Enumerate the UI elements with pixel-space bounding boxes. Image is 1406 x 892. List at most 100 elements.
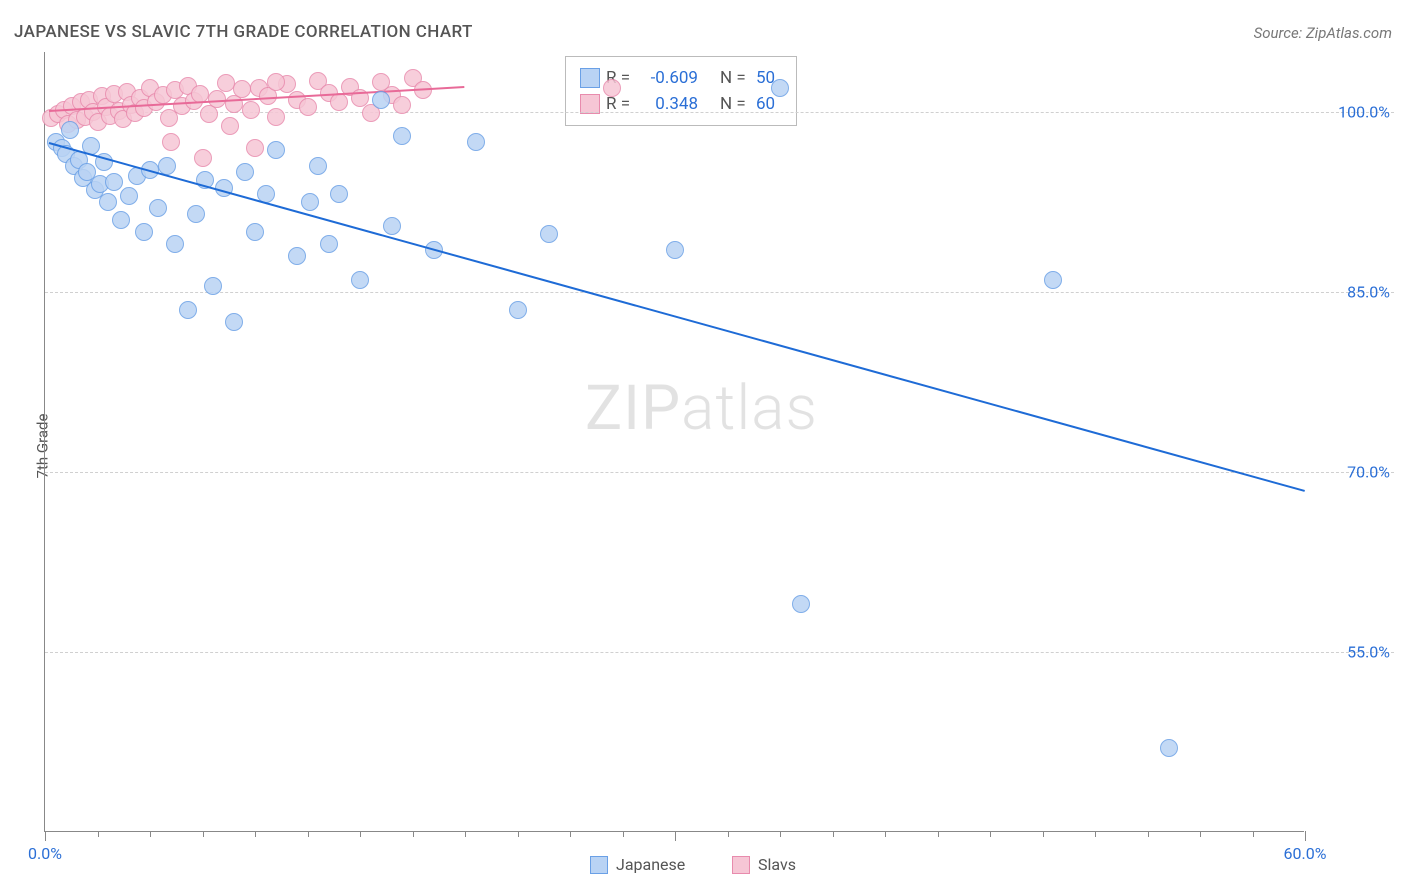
data-point-japanese bbox=[105, 173, 123, 191]
data-point-japanese bbox=[236, 163, 254, 181]
data-point-slavs bbox=[200, 105, 218, 123]
data-point-japanese bbox=[320, 235, 338, 253]
data-point-japanese bbox=[135, 223, 153, 241]
data-point-slavs bbox=[330, 93, 348, 111]
r-value-slavs: 0.348 bbox=[642, 94, 698, 114]
x-tick-label: 60.0% bbox=[1284, 844, 1327, 863]
data-point-japanese bbox=[1044, 271, 1062, 289]
x-tick bbox=[728, 831, 729, 837]
source-label: Source: ZipAtlas.com bbox=[1254, 24, 1392, 42]
bottom-legend-slavs: Slavs bbox=[732, 855, 796, 874]
data-point-slavs bbox=[267, 108, 285, 126]
data-point-japanese bbox=[330, 185, 348, 203]
data-point-japanese bbox=[301, 193, 319, 211]
x-tick bbox=[360, 831, 361, 837]
data-point-slavs bbox=[267, 73, 285, 91]
swatch-slavs-bottom bbox=[732, 856, 750, 874]
data-point-japanese bbox=[204, 277, 222, 295]
data-point-japanese bbox=[309, 157, 327, 175]
data-point-japanese bbox=[225, 313, 243, 331]
x-tick bbox=[623, 831, 624, 837]
gridline-h bbox=[45, 472, 1394, 473]
swatch-japanese-bottom bbox=[590, 856, 608, 874]
data-point-slavs bbox=[208, 90, 226, 108]
x-tick bbox=[938, 831, 939, 837]
data-point-slavs bbox=[221, 117, 239, 135]
plot-area: ZIPatlas R = -0.609 N = 50 R = 0.348 N =… bbox=[44, 52, 1304, 832]
data-point-japanese bbox=[120, 187, 138, 205]
y-tick-label: 85.0% bbox=[1347, 283, 1390, 302]
n-label-2: N = bbox=[720, 94, 750, 114]
x-tick bbox=[465, 831, 466, 837]
gridline-h bbox=[45, 292, 1394, 293]
data-point-japanese bbox=[179, 301, 197, 319]
data-point-slavs bbox=[194, 149, 212, 167]
x-tick bbox=[833, 831, 834, 837]
data-point-slavs bbox=[299, 98, 317, 116]
data-point-japanese bbox=[1160, 739, 1178, 757]
x-tick bbox=[413, 831, 414, 837]
x-tick bbox=[308, 831, 309, 837]
x-tick bbox=[675, 831, 676, 841]
watermark-atlas: atlas bbox=[681, 372, 818, 445]
data-point-japanese bbox=[467, 133, 485, 151]
x-tick bbox=[45, 831, 46, 841]
legend-label-slavs: Slavs bbox=[758, 855, 796, 874]
data-point-japanese bbox=[112, 211, 130, 229]
data-point-japanese bbox=[771, 79, 789, 97]
data-point-japanese bbox=[99, 193, 117, 211]
data-point-japanese bbox=[383, 217, 401, 235]
data-point-japanese bbox=[61, 121, 79, 139]
x-tick bbox=[780, 831, 781, 837]
x-tick bbox=[885, 831, 886, 837]
x-tick bbox=[1043, 831, 1044, 837]
data-point-japanese bbox=[666, 241, 684, 259]
bottom-legend-japanese: Japanese bbox=[590, 855, 685, 874]
data-point-japanese bbox=[267, 141, 285, 159]
data-point-japanese bbox=[288, 247, 306, 265]
data-point-slavs bbox=[233, 80, 251, 98]
x-tick-label: 0.0% bbox=[28, 844, 62, 863]
x-tick bbox=[255, 831, 256, 837]
r-value-japanese: -0.609 bbox=[642, 68, 698, 88]
watermark-zip: ZIP bbox=[585, 372, 681, 445]
swatch-japanese bbox=[580, 68, 600, 88]
data-point-japanese bbox=[393, 127, 411, 145]
x-tick bbox=[570, 831, 571, 837]
x-tick bbox=[203, 831, 204, 837]
data-point-japanese bbox=[792, 595, 810, 613]
x-tick bbox=[150, 831, 151, 837]
x-tick bbox=[518, 831, 519, 837]
y-tick-label: 70.0% bbox=[1347, 463, 1390, 482]
chart-title: JAPANESE VS SLAVIC 7TH GRADE CORRELATION… bbox=[14, 22, 473, 42]
watermark: ZIPatlas bbox=[585, 372, 818, 445]
n-label: N = bbox=[720, 68, 750, 88]
swatch-slavs bbox=[580, 94, 600, 114]
r-label-2: R = bbox=[606, 94, 636, 114]
legend-label-japanese: Japanese bbox=[616, 855, 685, 874]
x-tick bbox=[1095, 831, 1096, 837]
data-point-slavs bbox=[242, 101, 260, 119]
stats-legend: R = -0.609 N = 50 R = 0.348 N = 60 bbox=[565, 56, 797, 126]
data-point-japanese bbox=[187, 205, 205, 223]
data-point-slavs bbox=[603, 79, 621, 97]
x-tick bbox=[1305, 831, 1306, 841]
chart-container: JAPANESE VS SLAVIC 7TH GRADE CORRELATION… bbox=[0, 0, 1406, 892]
n-value-slavs: 60 bbox=[756, 94, 782, 114]
x-tick bbox=[98, 831, 99, 837]
data-point-japanese bbox=[540, 225, 558, 243]
x-tick bbox=[1253, 831, 1254, 837]
data-point-japanese bbox=[351, 271, 369, 289]
x-tick bbox=[1200, 831, 1201, 837]
data-point-slavs bbox=[393, 96, 411, 114]
x-tick bbox=[1148, 831, 1149, 837]
data-point-japanese bbox=[149, 199, 167, 217]
y-tick-label: 100.0% bbox=[1338, 103, 1390, 122]
data-point-slavs bbox=[217, 74, 235, 92]
data-point-slavs bbox=[162, 133, 180, 151]
data-point-japanese bbox=[166, 235, 184, 253]
gridline-h bbox=[45, 652, 1394, 653]
data-point-japanese bbox=[246, 223, 264, 241]
data-point-japanese bbox=[372, 91, 390, 109]
data-point-japanese bbox=[509, 301, 527, 319]
